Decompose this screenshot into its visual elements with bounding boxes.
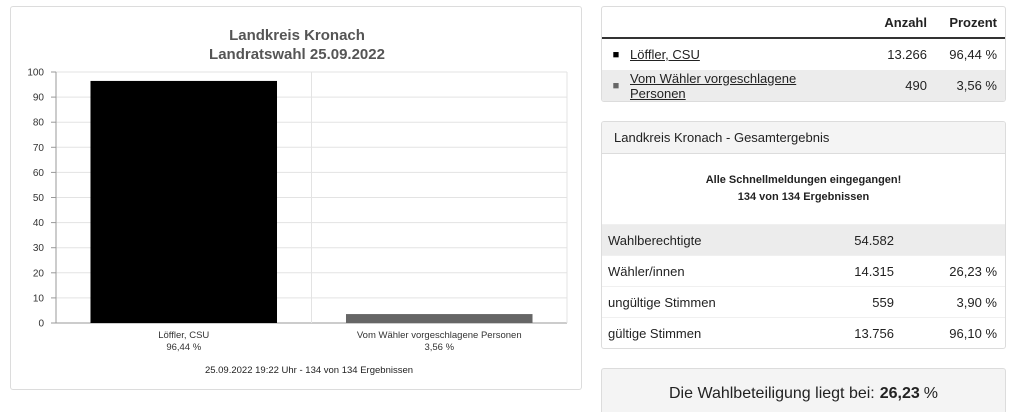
status-line: Alle Schnellmeldungen eingegangen! <box>705 174 902 186</box>
results-header: Anzahl Prozent <box>602 7 1005 39</box>
stat-label: Wahlberechtigte <box>608 232 702 248</box>
stat-value: 14.315 <box>854 263 894 279</box>
stat-percent: 96,10 % <box>949 325 997 341</box>
stat-label: ungültige Stimmen <box>608 294 716 310</box>
legend-marker-icon: ■ <box>612 48 620 61</box>
vote-percent: 96,44 % <box>949 47 997 62</box>
y-tick-label: 20 <box>33 268 45 279</box>
y-tick-label: 0 <box>38 319 44 330</box>
header-count: Anzahl <box>884 14 927 30</box>
header-percent: Prozent <box>949 14 997 30</box>
stat-percent: 3,90 % <box>956 294 997 310</box>
turnout-text: Die Wahlbeteiligung liegt bei: <box>668 385 875 402</box>
table-row: ■ Löffler, CSU 13.266 96,44 % <box>602 39 1005 70</box>
label-layer: 0 10 20 30 40 50 60 70 80 90 100 Löffler, CSU96,44 … <box>27 68 521 354</box>
candidate-link[interactable]: Löffler, CSU <box>630 47 700 62</box>
bar-chart: Landkreis Kronach Landratswahl 25.09.202… <box>27 27 568 376</box>
stat-label: Wähler/innen <box>608 263 685 279</box>
chart-title: Landkreis Kronach <box>229 27 365 44</box>
x-tick-label: Vom Wähler vorgeschlagene Personen <box>357 330 522 341</box>
candidate-link[interactable]: Vom Wähler vorgeschlagene Personen <box>630 70 797 101</box>
bar <box>345 314 533 323</box>
y-tick-label: 80 <box>33 118 45 129</box>
legend-marker-icon: ■ <box>612 79 620 92</box>
bar-layer <box>90 80 533 323</box>
chart-footer: 25.09.2022 19:22 Uhr - 134 von 134 Ergeb… <box>205 365 413 376</box>
status-message: Alle Schnellmeldungen eingegangen! 134 v… <box>602 154 1005 224</box>
stat-row: gültige Stimmen 13.756 96,10 % <box>602 317 1005 348</box>
stat-label: gültige Stimmen <box>608 325 702 341</box>
stat-percent: 26,23 % <box>949 263 997 279</box>
y-tick-label: 10 <box>33 293 45 304</box>
table-row: ■ Vom Wähler vorgeschlagene Personen 490… <box>602 70 1005 101</box>
turnout-value: 26,23 <box>879 385 920 402</box>
chart-panel: Landkreis Kronach Landratswahl 25.09.202… <box>10 6 582 390</box>
overall-result-panel: Landkreis Kronach - Gesamtergebnis Alle … <box>601 121 1006 349</box>
bar <box>90 80 278 323</box>
y-tick-label: 70 <box>33 143 45 154</box>
x-tick-sublabel: 96,44 % <box>166 342 201 353</box>
y-tick-label: 100 <box>27 68 44 79</box>
x-tick-label: Löffler, CSU <box>158 330 209 341</box>
stat-row: ungültige Stimmen 559 3,90 % <box>602 286 1005 317</box>
vote-count: 490 <box>905 78 927 93</box>
stat-value: 54.582 <box>854 232 894 248</box>
status-line: 134 von 134 Ergebnissen <box>737 191 870 203</box>
x-tick-sublabel: 3,56 % <box>424 342 454 353</box>
stat-value: 13.756 <box>854 325 894 341</box>
y-tick-label: 90 <box>33 93 45 104</box>
vote-percent: 3,56 % <box>956 78 997 93</box>
stat-value: 559 <box>872 294 894 310</box>
stat-row: Wahlberechtigte 54.582 <box>602 224 1005 255</box>
y-tick-label: 30 <box>33 243 45 254</box>
vote-count: 13.266 <box>887 47 927 62</box>
y-tick-label: 40 <box>33 218 45 229</box>
chart-subtitle: Landratswahl 25.09.2022 <box>209 46 385 63</box>
stat-row: Wähler/innen 14.315 26,23 % <box>602 255 1005 286</box>
turnout-unit: % <box>923 385 939 402</box>
results-table: Anzahl Prozent ■ Löffler, CSU 13.266 96,… <box>601 6 1006 102</box>
overall-title: Landkreis Kronach - Gesamtergebnis <box>602 122 1005 154</box>
y-tick-label: 60 <box>33 168 45 179</box>
y-tick-label: 50 <box>33 193 45 204</box>
turnout-panel: Die Wahlbeteiligung liegt bei: 26,23 % <box>601 368 1006 412</box>
